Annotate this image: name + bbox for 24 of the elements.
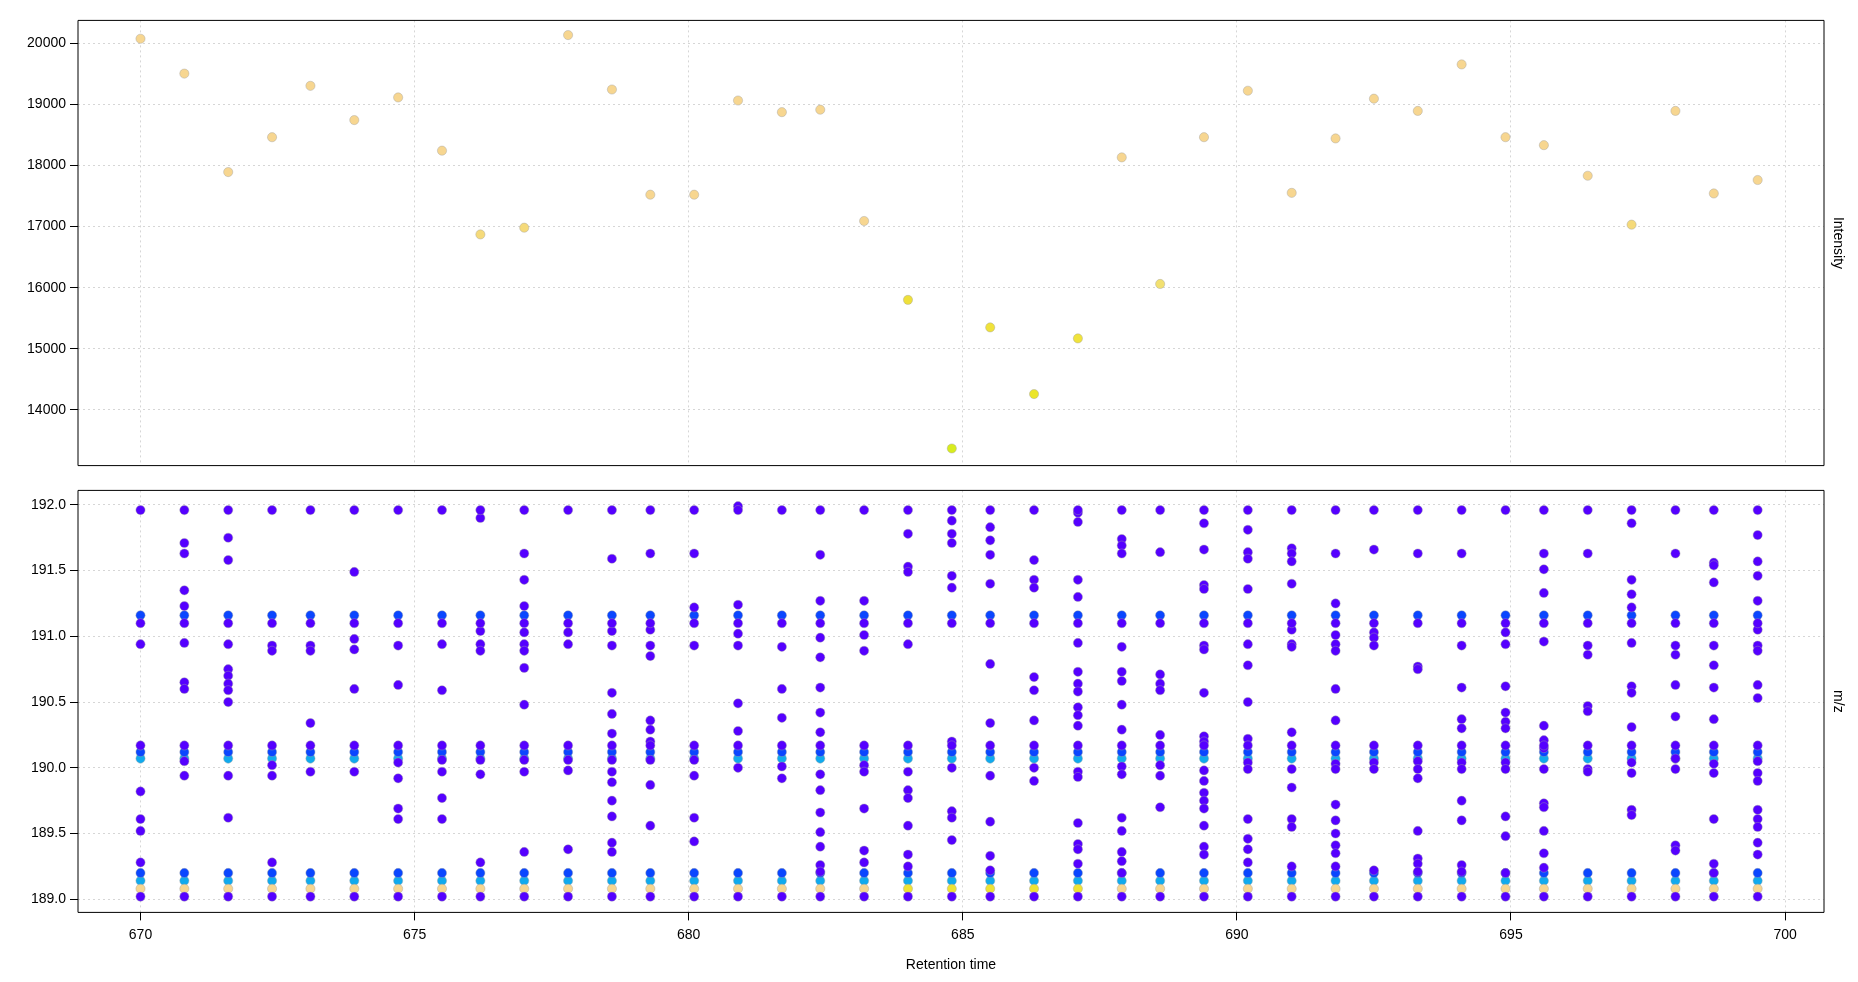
- y-tick-label: 190.0: [30, 758, 67, 775]
- x-tick-label: 685: [951, 925, 975, 942]
- y-axis-title: Intensity: [1831, 216, 1848, 270]
- x-tick-label: 690: [1225, 925, 1249, 942]
- x-tick-label: 700: [1773, 925, 1797, 942]
- y-axis-title: m/z: [1831, 690, 1848, 713]
- y-tick-label: 190.5: [30, 692, 67, 709]
- y-tick-label: 18000: [27, 156, 67, 173]
- y-tick-label: 19000: [27, 95, 67, 112]
- y-tick-label: 17000: [27, 217, 67, 234]
- y-tick-label: 189.0: [30, 890, 67, 907]
- y-tick-label: 191.0: [30, 627, 67, 644]
- y-tick-label: 189.5: [30, 824, 67, 841]
- y-tick-label: 14000: [27, 400, 67, 417]
- y-tick-label: 16000: [27, 278, 67, 295]
- x-tick-label: 670: [128, 925, 153, 942]
- y-tick-label: 15000: [27, 339, 67, 356]
- y-tick-label: 191.5: [30, 561, 67, 578]
- x-axis-title: Retention time: [905, 956, 997, 973]
- y-tick-label: 20000: [27, 33, 67, 50]
- x-tick-label: 680: [677, 925, 701, 942]
- x-tick-label: 675: [402, 925, 427, 942]
- y-tick-label: 192.0: [30, 495, 67, 512]
- x-tick-label: 695: [1499, 925, 1523, 942]
